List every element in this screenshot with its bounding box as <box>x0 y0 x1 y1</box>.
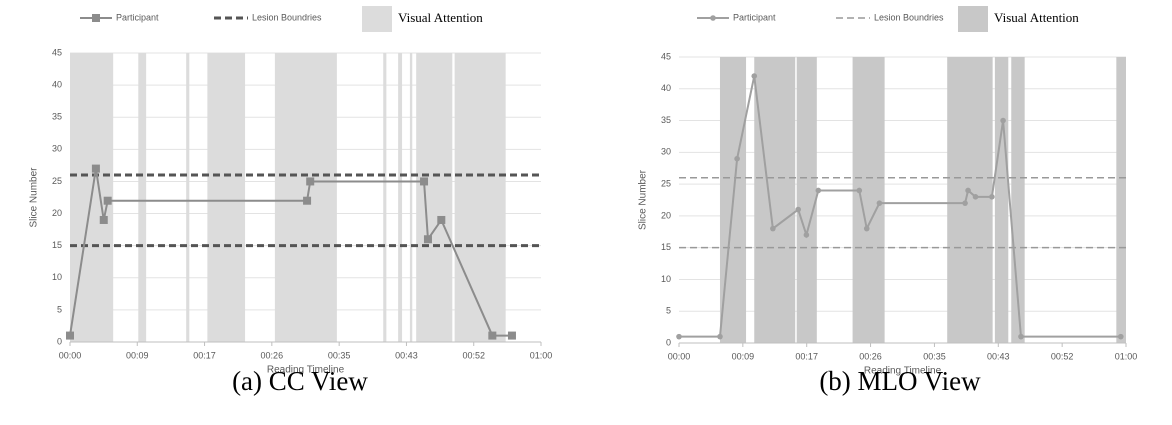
legend-label: Participant <box>116 12 159 22</box>
legend-label: Lesion Boundries <box>874 12 944 22</box>
participant-point <box>423 235 432 244</box>
y-tick-label: 35 <box>661 115 671 125</box>
participant-point <box>717 333 723 340</box>
participant-point <box>303 196 312 205</box>
attention-region <box>138 53 147 342</box>
caption: (a) CC View <box>232 366 368 396</box>
participant-point <box>770 225 776 232</box>
y-tick-label: 5 <box>57 304 62 314</box>
attention-region <box>383 53 387 342</box>
y-tick-label: 30 <box>661 147 671 157</box>
participant-point <box>103 196 112 205</box>
participant-point <box>803 232 810 238</box>
x-axis-title: Reading Timeline <box>864 366 942 377</box>
x-tick-label: 00:43 <box>987 351 1010 361</box>
y-tick-label: 10 <box>661 274 671 284</box>
chart-panel: 0 5 10 15 20 25 30 35 40 45 00:00 00:09 00:17 00:26 00… <box>29 6 553 396</box>
attention-region <box>1116 57 1126 343</box>
attention-region <box>994 57 1009 343</box>
attention-region <box>754 57 796 343</box>
participant-point <box>734 155 740 162</box>
y-tick-label: 15 <box>52 240 62 250</box>
participant-point <box>962 200 968 206</box>
y-tick-label: 10 <box>52 272 62 282</box>
y-tick-label: 15 <box>661 242 671 252</box>
attention-region <box>796 57 817 343</box>
participant-point <box>1000 117 1006 124</box>
participant-point <box>99 215 108 224</box>
attention-region <box>398 53 403 342</box>
participant-line <box>679 75 1121 338</box>
participant-point <box>676 333 682 340</box>
y-tick-label: 5 <box>666 306 671 316</box>
x-tick-label: 00:00 <box>668 351 691 361</box>
y-axis-title: Slice Number <box>638 169 649 230</box>
participant-point <box>1117 333 1124 340</box>
participant-point <box>507 331 516 340</box>
participant-point <box>306 177 315 186</box>
attention-region <box>409 53 413 342</box>
participant-point <box>856 187 863 194</box>
y-tick-label: 40 <box>52 79 62 89</box>
y-tick-label: 20 <box>52 208 62 218</box>
legend-swatch <box>362 6 392 32</box>
x-tick-label: 00:17 <box>193 350 216 360</box>
participant-point <box>965 187 971 194</box>
legend-label: Visual Attention <box>398 10 483 25</box>
x-tick-label: 00:26 <box>859 351 882 361</box>
legend-label: Visual Attention <box>994 10 1079 25</box>
x-tick-label: 00:09 <box>126 350 149 360</box>
participant-point <box>437 215 446 224</box>
attention-region <box>454 53 506 342</box>
y-axis-title: Slice Number <box>29 167 40 228</box>
participant-point <box>66 331 74 340</box>
participant-point <box>972 194 979 200</box>
y-tick-label: 25 <box>52 176 62 186</box>
y-tick-label: 45 <box>661 51 671 61</box>
caption: (b) MLO View <box>819 366 981 396</box>
participant-point <box>863 225 870 232</box>
legend-label: Participant <box>733 12 776 22</box>
legend-marker <box>710 15 716 21</box>
y-tick-label: 25 <box>661 178 671 188</box>
participant-point <box>795 206 801 213</box>
attention-region <box>852 57 885 343</box>
participant-point <box>815 187 822 194</box>
x-tick-label: 00:26 <box>261 350 284 360</box>
x-tick-label: 01:00 <box>530 350 553 360</box>
participant-point <box>420 177 429 186</box>
y-tick-label: 0 <box>57 336 62 346</box>
y-tick-label: 20 <box>661 210 671 220</box>
y-tick-label: 35 <box>52 112 62 122</box>
attention-region <box>947 57 993 343</box>
participant-point <box>91 164 100 173</box>
x-tick-label: 00:17 <box>795 351 818 361</box>
x-tick-label: 00:35 <box>328 350 351 360</box>
participant-point <box>1018 333 1024 340</box>
x-tick-label: 00:43 <box>395 350 418 360</box>
x-tick-label: 00:52 <box>462 350 485 360</box>
x-tick-label: 00:35 <box>923 351 946 361</box>
legend-marker <box>92 14 100 22</box>
participant-point <box>989 194 995 200</box>
x-tick-label: 00:00 <box>59 350 82 360</box>
attention-region <box>186 53 190 342</box>
y-tick-label: 30 <box>52 144 62 154</box>
x-tick-label: 00:09 <box>732 351 755 361</box>
attention-region <box>416 53 453 342</box>
x-tick-label: 01:00 <box>1115 351 1138 361</box>
x-axis-title: Reading Timeline <box>267 365 345 376</box>
participant-point <box>751 73 758 79</box>
x-tick-label: 00:52 <box>1051 351 1074 361</box>
participant-point <box>876 200 883 206</box>
y-tick-label: 45 <box>52 47 62 57</box>
legend-swatch <box>958 6 988 32</box>
y-tick-label: 40 <box>661 83 671 93</box>
legend-label: Lesion Boundries <box>252 12 322 22</box>
attention-region <box>207 53 246 342</box>
chart-panel: 0 5 10 15 20 25 30 35 40 45 00:00 00:09 00:17 00:26 00… <box>638 6 1138 396</box>
y-tick-label: 0 <box>666 337 671 347</box>
participant-point <box>488 331 497 340</box>
